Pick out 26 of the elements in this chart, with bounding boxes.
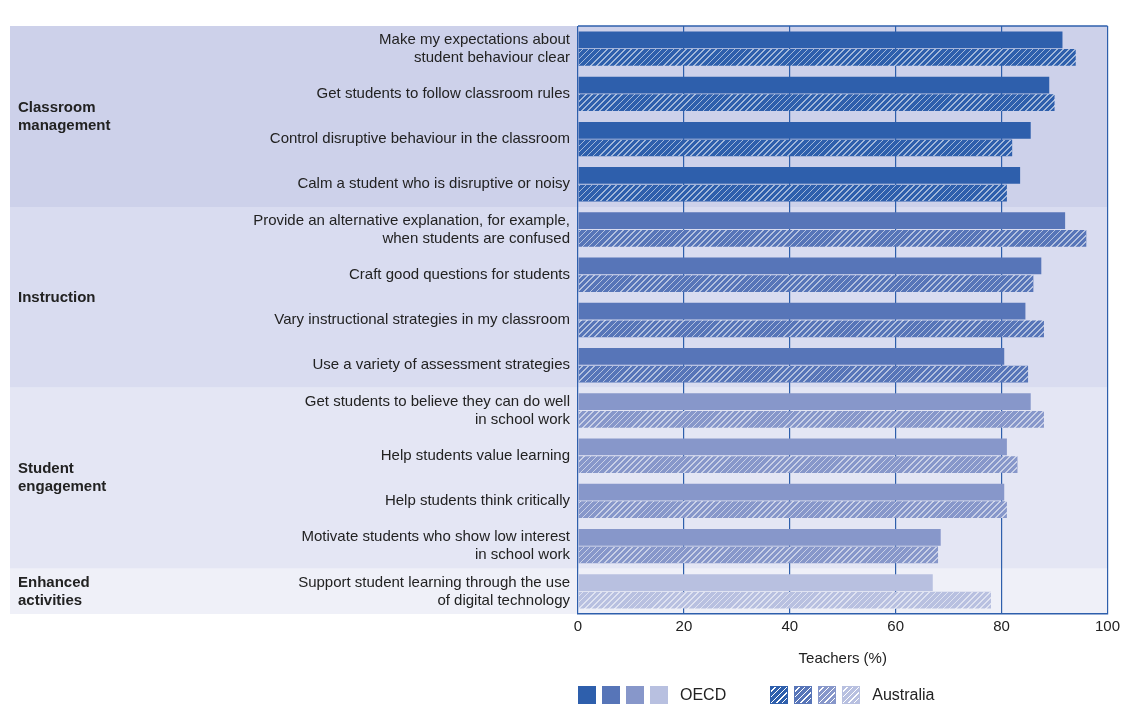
band-label: Student engagement	[18, 459, 107, 495]
y-tick-label: Get students to follow classroom rules	[316, 83, 570, 101]
x-tick-label: 100	[1094, 617, 1120, 635]
y-tick-label: Make my expectations about student behaviour clear	[379, 29, 571, 65]
x-tick-label: 60	[887, 617, 905, 635]
band-label: Instruction	[18, 287, 96, 305]
y-tick-label: Craft good questions for students	[349, 264, 570, 282]
y-tick-label: Use a variety of assessment strategies	[312, 355, 570, 373]
y-tick-label: Control disruptive behaviour in the classroom	[269, 129, 570, 147]
y-tick-label: Calm a student who is disruptive or noisy	[297, 174, 571, 192]
x-axis-title: Teachers (%)	[798, 649, 887, 667]
x-tick-label: 0	[573, 617, 583, 635]
x-tick-label: 80	[993, 617, 1010, 635]
x-tick-label: 20	[675, 617, 693, 635]
legend-label: OECD	[680, 686, 727, 704]
band-label: Classroom management	[18, 97, 111, 133]
y-tick-label: Vary instructional strategies in my classroom	[274, 310, 570, 328]
y-tick-label: Help students think critically	[384, 491, 571, 509]
y-tick-label: Provide an alternative explanation, for example, when students are confused	[253, 210, 570, 246]
y-tick-label: Help students value learning	[380, 445, 570, 463]
x-tick-label: 40	[781, 617, 799, 635]
y-tick-label: Motivate students who show low interest in school work	[301, 527, 571, 563]
y-tick-label: Get students to believe they can do well in school work	[304, 391, 571, 427]
band-label: Enhanced activities	[18, 572, 90, 608]
y-tick-label: Support student learning through the use of digital technology	[298, 572, 571, 608]
legend-label: Australia	[872, 686, 935, 704]
